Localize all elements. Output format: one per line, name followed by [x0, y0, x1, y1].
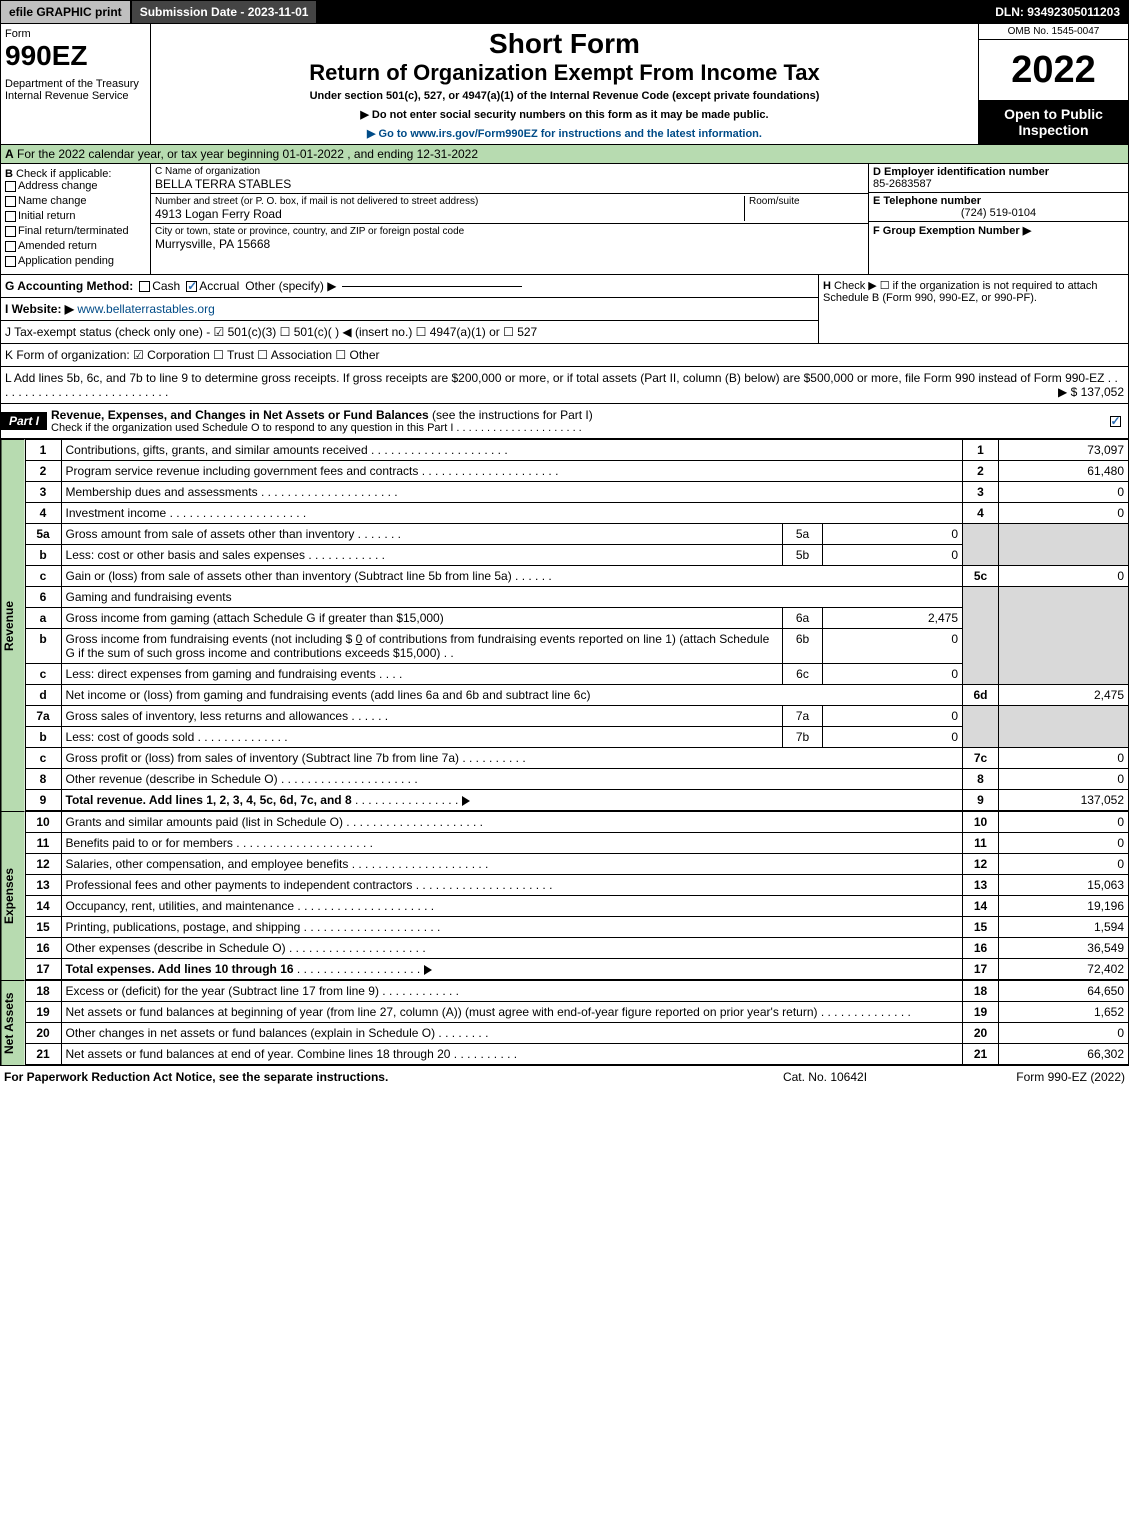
- submission-date: Submission Date - 2023-11-01: [132, 1, 319, 23]
- h-line: H Check ▶ ☐ if the organization is not r…: [818, 275, 1128, 343]
- arrow-icon: [462, 796, 470, 806]
- form-number: 990EZ: [5, 40, 146, 72]
- col-c: C Name of organization BELLA TERRA STABL…: [151, 164, 868, 274]
- omb-number: OMB No. 1545-0047: [979, 24, 1128, 40]
- col-b: B Check if applicable: Address change Na…: [1, 164, 151, 274]
- g-other[interactable]: Other (specify) ▶: [245, 279, 336, 293]
- l-line: L Add lines 5b, 6c, and 7b to line 9 to …: [0, 367, 1129, 404]
- telephone: (724) 519-0104: [873, 207, 1124, 219]
- d-label: D Employer identification number: [873, 166, 1049, 178]
- open-public: Open to Public Inspection: [979, 100, 1128, 144]
- ein: 85-2683587: [873, 178, 932, 190]
- chk-initial-return[interactable]: Initial return: [5, 210, 146, 222]
- chk-application-pending[interactable]: Application pending: [5, 255, 146, 267]
- revenue-table: 1Contributions, gifts, grants, and simil…: [25, 439, 1129, 811]
- form-label: Form: [5, 28, 146, 40]
- form-ref: Form 990-EZ (2022): [925, 1070, 1125, 1084]
- tax-year: 2022: [979, 40, 1128, 100]
- expenses-sidelabel: Expenses: [1, 811, 25, 980]
- part-i-label: Part I: [1, 412, 47, 430]
- c-street-label: Number and street (or P. O. box, if mail…: [155, 196, 744, 207]
- org-street: 4913 Logan Ferry Road: [155, 207, 744, 221]
- chk-final-return[interactable]: Final return/terminated: [5, 225, 146, 237]
- part-i-checkbox[interactable]: [1104, 414, 1128, 428]
- dln: DLN: 93492305011203: [987, 1, 1128, 23]
- form-header: Form 990EZ Department of the Treasury In…: [0, 24, 1129, 145]
- chk-amended-return[interactable]: Amended return: [5, 240, 146, 252]
- line-a: A For the 2022 calendar year, or tax yea…: [0, 145, 1129, 164]
- netassets-table: 18Excess or (deficit) for the year (Subt…: [25, 980, 1129, 1065]
- short-form-title: Short Form: [155, 28, 974, 60]
- cat-no: Cat. No. 10642I: [725, 1070, 925, 1084]
- c-room-label: Room/suite: [749, 196, 864, 207]
- revenue-sidelabel: Revenue: [1, 439, 25, 811]
- g-accrual[interactable]: Accrual: [186, 279, 239, 293]
- efile-print-button[interactable]: efile GRAPHIC print: [1, 1, 132, 23]
- g-cash[interactable]: Cash: [139, 279, 180, 293]
- section-bcdef: B Check if applicable: Address change Na…: [0, 164, 1129, 275]
- i-label: I Website: ▶: [5, 302, 74, 316]
- footer: For Paperwork Reduction Act Notice, see …: [0, 1065, 1129, 1088]
- part-i-header: Part I Revenue, Expenses, and Changes in…: [0, 404, 1129, 439]
- chk-name-change[interactable]: Name change: [5, 195, 146, 207]
- expenses-table: 10Grants and similar amounts paid (list …: [25, 811, 1129, 980]
- f-label: F Group Exemption Number ▶: [873, 225, 1031, 237]
- no-ssn-note: ▶ Do not enter social security numbers o…: [155, 108, 974, 121]
- netassets-sidelabel: Net Assets: [1, 980, 25, 1065]
- c-city-label: City or town, state or province, country…: [155, 226, 864, 237]
- col-def: D Employer identification number 85-2683…: [868, 164, 1128, 274]
- arrow-icon: [424, 965, 432, 975]
- g-label: G Accounting Method:: [5, 279, 133, 293]
- k-line: K Form of organization: ☑ Corporation ☐ …: [0, 344, 1129, 367]
- return-title: Return of Organization Exempt From Incom…: [155, 60, 974, 86]
- j-line: J Tax-exempt status (check only one) - ☑…: [1, 320, 818, 343]
- org-city: Murrysville, PA 15668: [155, 237, 864, 251]
- c-name-label: C Name of organization: [155, 166, 864, 177]
- paperwork-notice: For Paperwork Reduction Act Notice, see …: [4, 1070, 725, 1084]
- goto-link[interactable]: ▶ Go to www.irs.gov/Form990EZ for instru…: [155, 127, 974, 140]
- website-link[interactable]: www.bellaterrastables.org: [77, 302, 214, 316]
- dept-label: Department of the Treasury Internal Reve…: [5, 78, 146, 102]
- org-name: BELLA TERRA STABLES: [155, 177, 864, 191]
- top-bar: efile GRAPHIC print Submission Date - 20…: [0, 0, 1129, 24]
- chk-address-change[interactable]: Address change: [5, 180, 146, 192]
- e-label: E Telephone number: [873, 195, 981, 207]
- under-section: Under section 501(c), 527, or 4947(a)(1)…: [155, 90, 974, 102]
